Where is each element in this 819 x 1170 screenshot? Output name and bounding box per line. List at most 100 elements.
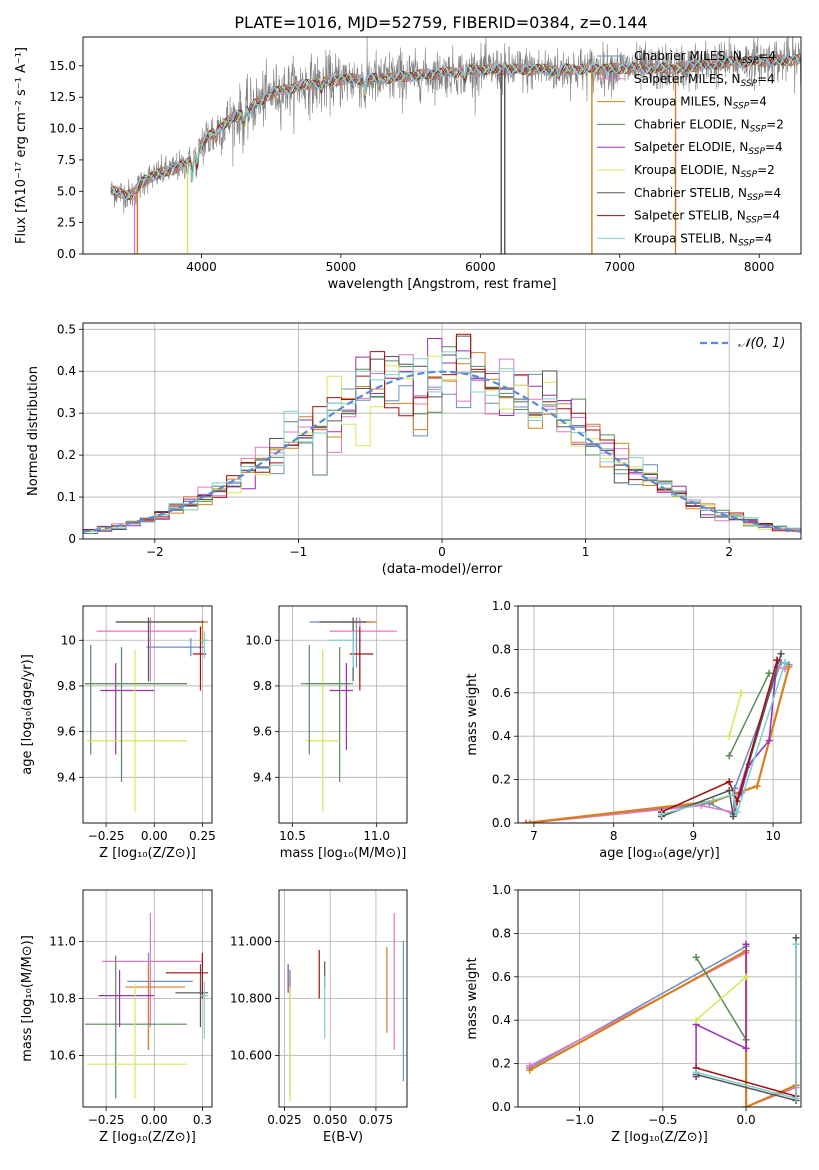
residuals-legend-label: 𝒩(0, 1) xyxy=(738,336,785,351)
weight-vs-age-marker-5-1 xyxy=(737,689,745,697)
weight-vs-z-marker-2-0 xyxy=(526,1066,534,1074)
weight-vs-age-marker-2-2 xyxy=(753,782,761,790)
weight-vs-age-xtick-label-0: 7 xyxy=(530,829,538,843)
spectrum-plot-area xyxy=(110,37,801,254)
spectrum-legend-label-5: Kroupa ELODIE, NSSP=2 xyxy=(634,163,775,180)
spectrum-legend-label-sub-3: SSP xyxy=(750,124,767,134)
mass-vs-ebv-xtick-label-1: 0.050 xyxy=(313,1113,347,1127)
spectrum-legend-label-sub-0: SSP xyxy=(742,56,759,66)
residuals-ytick-label-5: 0.5 xyxy=(57,322,76,336)
weight-vs-z-ytick-label-1: 0.2 xyxy=(492,1057,511,1071)
weight-vs-z-ylabel: mass weight xyxy=(465,957,480,1039)
weight-vs-z-xtick-label-2: 0.0 xyxy=(737,1113,756,1127)
mass-vs-ebv-frame xyxy=(278,889,408,1108)
mass-vs-z-ytick-label-2: 11.0 xyxy=(49,934,76,948)
spectrum-legend-label-tail-8: =4 xyxy=(754,231,772,245)
weight-vs-z-ytick-label-3: 0.6 xyxy=(492,970,511,984)
mass-vs-z-ytick-label-1: 10.8 xyxy=(49,992,76,1006)
residuals-xlabel: (data-model)/error xyxy=(382,562,503,577)
spectrum-ytick-label-5: 12.5 xyxy=(49,90,76,104)
weight-vs-z-marker-2-2 xyxy=(742,1103,750,1107)
weight-vs-age-marker-6-3 xyxy=(777,650,785,658)
weight-vs-age-panel: 7 8 9 10 0.0 0.2 0.4 0.6 0.8 1.0 age [log₁₀(age/yr… xyxy=(465,599,802,861)
spectrum-legend-label-main-3: Chabrier ELODIE, N xyxy=(634,117,750,131)
spectrum-legend-label-sub-1: SSP xyxy=(741,79,758,89)
age-vs-mass-ytick-label-2: 9.8 xyxy=(253,679,272,693)
age-vs-mass-xtick-label-0: 10.5 xyxy=(279,829,306,843)
mass-vs-z-xtick-label-1: 0.00 xyxy=(141,1113,168,1127)
age-vs-z-ytick-label-1: 9.6 xyxy=(57,725,76,739)
age-vs-z-xtick-label-0: −0.25 xyxy=(88,829,125,843)
mass-vs-ebv-plot-area xyxy=(287,912,404,1102)
age-vs-z-xtick-label-2: 0.25 xyxy=(189,829,216,843)
weight-vs-age-series-3 xyxy=(728,672,770,757)
mass-vs-z-plot-area xyxy=(84,912,209,1099)
weight-vs-age-series-8 xyxy=(661,662,786,816)
age-vs-z-ylabel: age [log₁₀(age/yr)] xyxy=(20,654,35,775)
weight-vs-age-marker-6-2 xyxy=(729,812,737,820)
age-vs-mass-frame xyxy=(278,605,408,824)
mass-vs-z-frame xyxy=(82,889,213,1108)
spectrum-legend-label-2: Kroupa MILES, NSSP=4 xyxy=(634,95,767,112)
age-vs-metallicity-panel: −0.25 0.00 0.25 9.4 9.6 9.8 10 Z [log₁₀(Z/Z⊙)] a… xyxy=(20,605,216,861)
spectrum-xlabel: wavelength [Angstrom, rest frame] xyxy=(328,277,557,292)
mass-vs-ebv-xtick-label-2: 0.075 xyxy=(359,1113,393,1127)
spectrum-legend-label-tail-0: =4 xyxy=(758,49,776,63)
mass-vs-z-xtick-label-2: 0.3 xyxy=(193,1113,212,1127)
age-vs-z-plot-area xyxy=(84,617,209,812)
weight-vs-z-marker-8-2 xyxy=(792,940,800,948)
weight-vs-z-ytick-label-0: 0.0 xyxy=(492,1100,511,1114)
age-vs-z-xlabel: Z [log₁₀(Z/Z⊙)] xyxy=(99,846,196,861)
spectrum-ylabel: Flux [fλ10⁻¹⁷ erg cm⁻² s⁻¹ A⁻¹] xyxy=(14,47,29,244)
weight-vs-age-xlabel: age [log₁₀(age/yr)] xyxy=(599,846,720,861)
weight-vs-age-series-0 xyxy=(525,661,790,823)
mass-vs-ebv-panel: 0.025 0.050 0.075 10.600 10.800 11.000 E(B-V) xyxy=(230,889,408,1145)
weight-vs-z-marker-8-1 xyxy=(792,1094,800,1102)
spectrum-legend-label-tail-2: =4 xyxy=(749,95,767,109)
weight-vs-age-marker-6-1 xyxy=(725,786,733,794)
age-vs-mass-panel: 10.5 11.0 9.4 9.6 9.8 10.0 mass [log₁₀(M/M⊙)] xyxy=(245,605,408,861)
age-vs-mass-xlabel: mass [log₁₀(M/M⊙)] xyxy=(280,846,407,861)
weight-vs-age-marker-2-3 xyxy=(785,663,793,671)
mass-vs-ebv-xtick-label-0: 0.025 xyxy=(267,1113,301,1127)
weight-vs-age-marker-3-1 xyxy=(765,669,773,677)
spectrum-xtick-label-0: 4000 xyxy=(186,260,217,274)
residuals-xtick-label-0: −2 xyxy=(146,545,164,559)
weight-vs-metallicity-panel: −1.0 −0.5 0.0 0.0 0.2 0.4 0.6 0.8 1.0 Z [log₁₀(Z/… xyxy=(465,883,802,1145)
weight-vs-z-ytick-label-2: 0.4 xyxy=(492,1013,511,1027)
weight-vs-age-xtick-label-2: 9 xyxy=(690,829,698,843)
weight-vs-z-frame xyxy=(517,889,802,1108)
spectrum-legend-label-7: Salpeter STELIB, NSSP=4 xyxy=(634,209,780,226)
weight-vs-age-frame xyxy=(517,605,802,824)
spectrum-legend-label-main-7: Salpeter STELIB, N xyxy=(634,209,746,223)
weight-vs-age-marker-8-0 xyxy=(657,810,665,818)
weight-vs-z-xtick-label-1: −0.5 xyxy=(648,1113,677,1127)
spectrum-xtick-label-3: 7000 xyxy=(604,260,635,274)
weight-vs-z-series-5 xyxy=(695,976,747,1021)
weight-vs-z-marker-6-2 xyxy=(792,934,800,942)
spectrum-legend-label-1: Salpeter MILES, NSSP=4 xyxy=(634,72,775,89)
residuals-ylabel: Normed distribution xyxy=(26,366,41,496)
spectrum-legend-label-main-0: Chabrier MILES, N xyxy=(634,49,742,63)
weight-vs-age-marker-4-2 xyxy=(765,737,773,745)
spectrum-ytick-label-4: 10.0 xyxy=(49,122,76,136)
spectrum-legend-label-tail-1: =4 xyxy=(757,72,775,86)
weight-vs-age-series-1 xyxy=(529,665,786,823)
mass-vs-ebv-ytick-label-2: 11.000 xyxy=(230,934,272,948)
weight-vs-z-marker-4-3 xyxy=(742,940,750,948)
weight-vs-z-series-4 xyxy=(695,944,747,1077)
weight-vs-age-ytick-label-5: 1.0 xyxy=(492,599,511,613)
weight-vs-age-marker-7-3 xyxy=(773,656,781,664)
age-vs-z-frame xyxy=(82,605,213,824)
spectrum-legend-label-tail-6: =4 xyxy=(764,186,782,200)
spectrum-legend-label-sub-6: SSP xyxy=(747,193,764,203)
spectrum-legend-label-3: Chabrier ELODIE, NSSP=2 xyxy=(634,117,784,134)
spectrum-legend-label-4: Salpeter ELODIE, NSSP=4 xyxy=(634,140,783,157)
age-vs-z-ytick-label-3: 10 xyxy=(61,633,76,647)
spectrum-legend-label-tail-5: =2 xyxy=(757,163,775,177)
residuals-xtick-label-1: −1 xyxy=(290,545,308,559)
mass-vs-ebv-ytick-label-0: 10.600 xyxy=(230,1049,272,1063)
weight-vs-age-series-6 xyxy=(661,653,782,818)
weight-vs-z-ytick-label-5: 1.0 xyxy=(492,883,511,897)
